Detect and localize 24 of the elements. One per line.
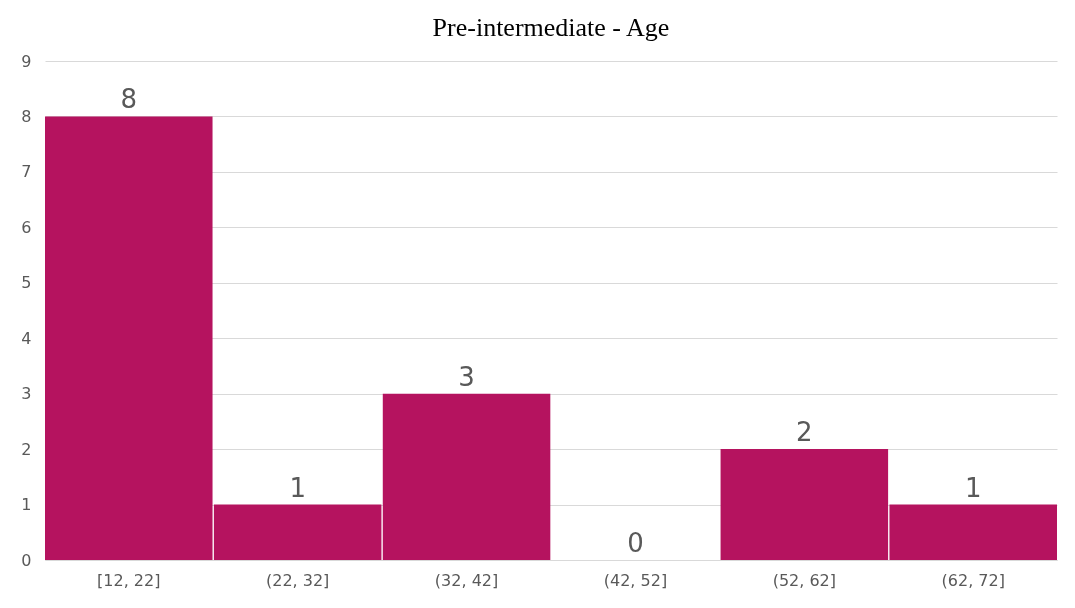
data-label: 2 [796, 417, 813, 448]
x-tick-label: (32, 42] [434, 570, 499, 590]
y-tick-label: 5 [21, 273, 32, 293]
bar [382, 393, 551, 560]
data-label: 3 [458, 361, 475, 392]
chart-title: Pre-intermediate - Age [432, 13, 670, 42]
x-tick-label: [12, 22] [97, 570, 161, 590]
x-tick-label: (62, 72] [941, 570, 1005, 590]
data-label: 8 [120, 84, 138, 115]
y-tick-label: 4 [21, 328, 32, 348]
y-tick-label: 1 [21, 495, 32, 515]
x-tick-label: (52, 62] [772, 570, 837, 590]
y-tick-label: 0 [21, 550, 32, 570]
y-tick-label: 9 [21, 51, 32, 71]
data-label: 1 [289, 472, 306, 503]
x-tick-label: (22, 32] [265, 570, 330, 590]
y-tick-label: 2 [21, 439, 32, 459]
y-tick-label: 3 [21, 384, 32, 404]
y-tick-label: 6 [21, 217, 32, 237]
data-label: 0 [627, 528, 644, 558]
y-tick-label: 8 [21, 106, 32, 126]
data-label: 1 [964, 472, 982, 503]
x-tick-label: (42, 52] [603, 570, 668, 590]
y-tick-label: 7 [21, 162, 32, 182]
